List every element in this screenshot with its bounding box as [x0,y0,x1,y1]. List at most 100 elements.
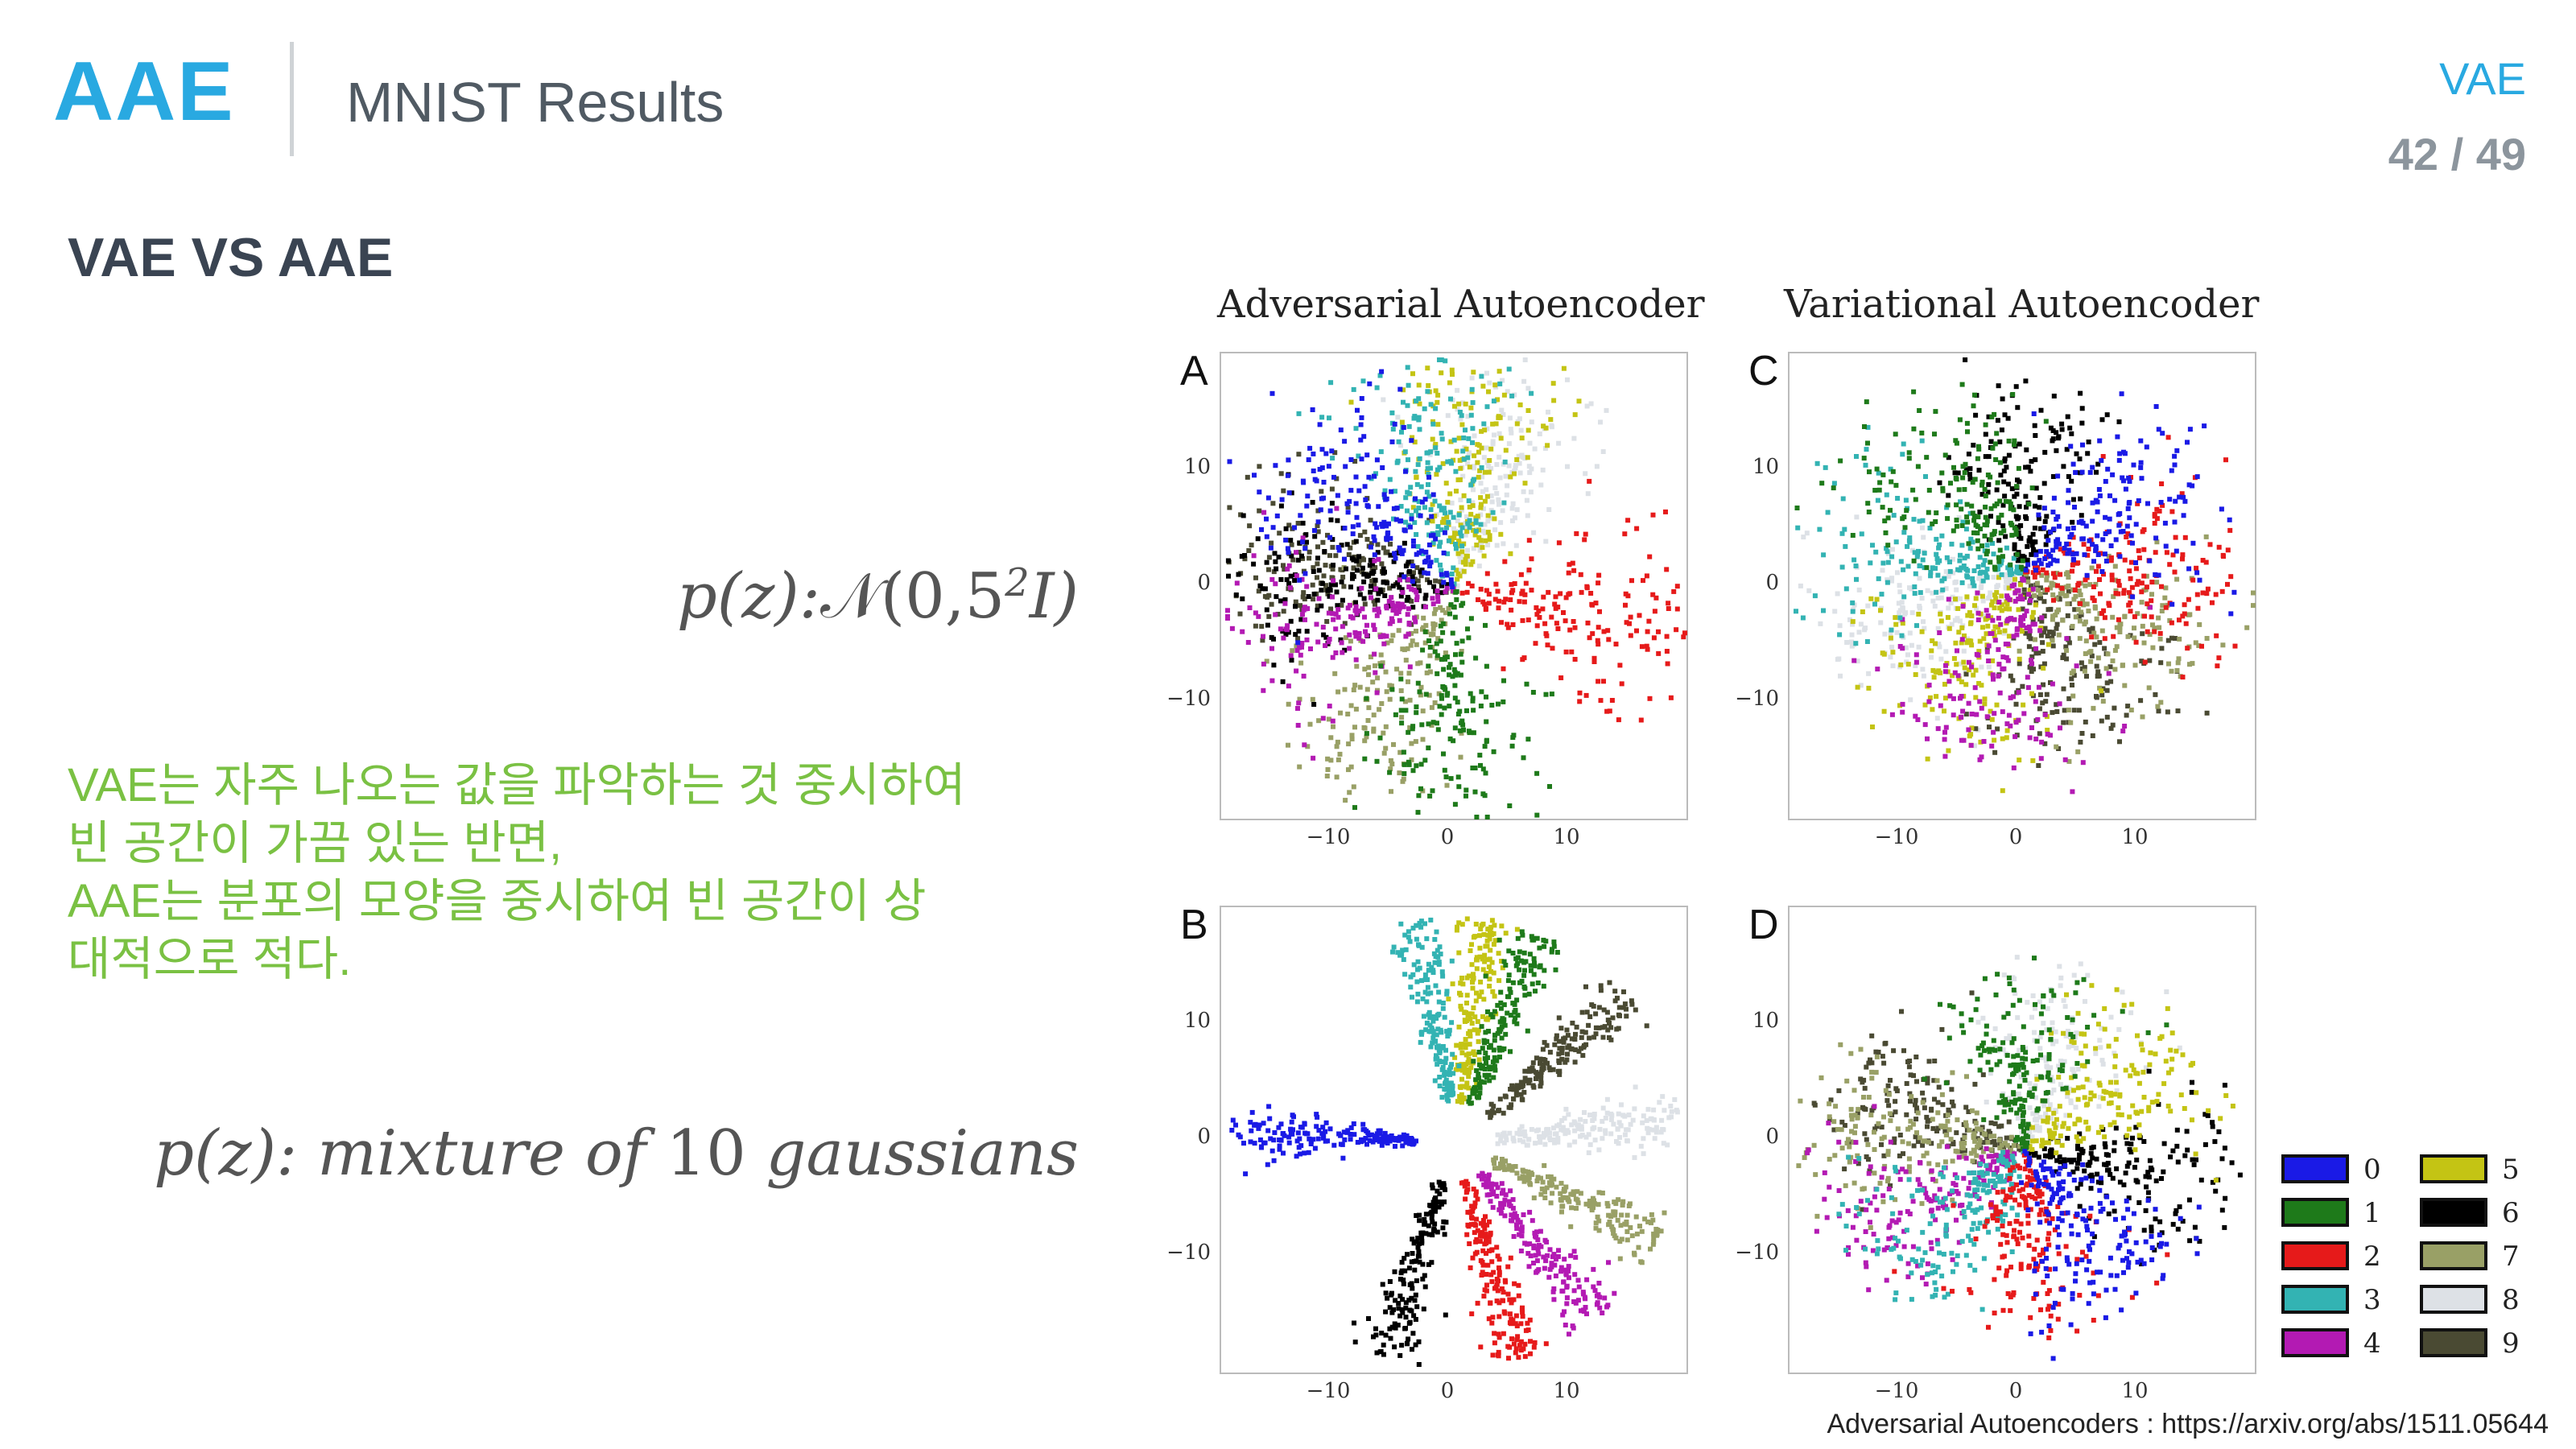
latent-point [1413,1292,1418,1298]
latent-point [1538,1228,1543,1234]
latent-point [2024,505,2029,510]
latent-point [1658,1129,1664,1135]
latent-point [1405,1340,1410,1346]
latent-point [1382,593,1388,598]
latent-point [2002,412,2008,418]
latent-point [1636,1245,1641,1250]
latent-point [1470,985,1476,991]
latent-point [1488,1272,1494,1278]
latent-point [1314,1112,1319,1117]
scatter-points [1229,916,1680,1367]
latent-point [1507,1311,1513,1317]
latent-point [2033,699,2038,704]
latent-point [1572,1121,1578,1126]
latent-point [1940,587,1946,592]
latent-point [1488,493,1494,498]
latent-point [2076,708,2082,713]
latent-point [1398,921,1404,927]
latent-point [1463,532,1468,538]
latent-point [1456,538,1462,543]
latent-point [1356,562,1362,568]
latent-point [2033,433,2038,438]
latent-point [1356,635,1362,641]
latent-point [1532,446,1538,452]
latent-point [1593,1025,1599,1030]
latent-point [1338,427,1344,433]
latent-point [1373,670,1378,675]
latent-point [1471,972,1476,977]
latent-point [1629,1233,1635,1239]
latent-point [1269,576,1275,582]
latent-point [1330,537,1335,543]
latent-point [1285,623,1290,629]
latent-point [1466,1224,1472,1229]
latent-point [1459,649,1464,654]
latent-point [1389,619,1395,625]
latent-point [1496,1314,1502,1319]
latent-point [1417,401,1422,407]
latent-point [1335,545,1341,550]
latent-point [1975,564,1981,569]
latent-point [1422,596,1428,601]
latent-point [1561,1279,1567,1285]
latent-point [1565,1051,1570,1057]
latent-point [2181,513,2186,518]
latent-point [1819,481,1825,486]
latent-point [1874,466,1880,472]
latent-point [1310,407,1315,412]
latent-point [1366,672,1371,678]
latent-point [2118,529,2124,535]
latent-point [1988,506,1994,511]
logo: AAE [53,45,235,138]
latent-point [1984,551,1989,557]
latent-point [1423,1027,1429,1033]
latent-point [1414,1304,1420,1310]
latent-point [1478,927,1484,931]
latent-point [2009,486,2015,492]
latent-point [1968,638,1974,644]
latent-point [2181,494,2186,500]
latent-point [1933,669,1938,675]
latent-point [1522,968,1527,973]
latent-point [1935,625,1941,631]
latent-point [2101,572,2106,577]
latent-point [1384,496,1389,502]
latent-point [1476,535,1482,540]
latent-point [1649,1220,1653,1226]
latent-point [1864,447,1869,452]
latent-point [1468,1265,1473,1270]
latent-point [1419,722,1425,728]
latent-point [1389,602,1395,608]
latent-point [1471,935,1476,940]
latent-point [1289,553,1294,559]
latent-point [1647,554,1653,559]
latent-point [1992,565,1998,571]
latent-point [2078,601,2083,606]
latent-point [1500,378,1505,383]
latent-point [1445,413,1451,419]
latent-point [1337,751,1343,757]
latent-point [1527,1241,1533,1247]
latent-point [2013,701,2019,707]
latent-point [1296,452,1302,457]
latent-point [1543,1258,1549,1264]
latent-point [2112,667,2118,672]
latent-point [2162,520,2168,526]
latent-point [2130,540,2135,546]
latent-point [1590,1118,1596,1123]
latent-point [1597,1294,1603,1300]
latent-point [1998,621,2004,627]
latent-point [1349,737,1355,741]
latent-point [2103,514,2108,520]
latent-point [1920,557,1926,563]
latent-point [1484,1017,1490,1022]
latent-point [2000,736,2005,741]
latent-point [2110,614,2116,620]
latent-point [1542,1189,1547,1195]
latent-point [1370,561,1375,567]
latent-point [1586,1132,1591,1137]
latent-point [1311,702,1317,707]
latent-point [1913,497,1918,502]
latent-point [1439,712,1444,717]
latent-point [1982,701,1988,707]
